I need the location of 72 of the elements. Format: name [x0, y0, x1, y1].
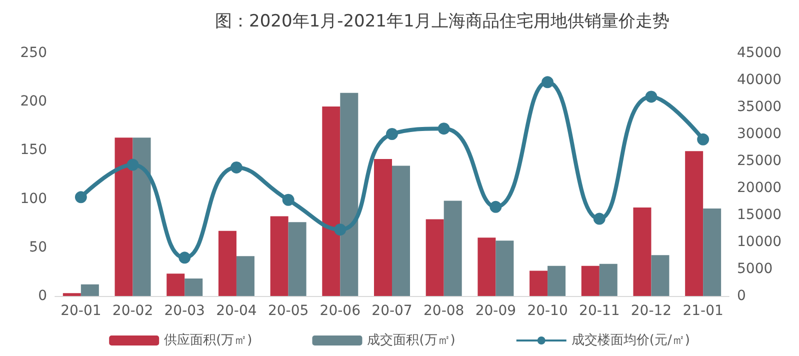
- y2-tick-label: 15000: [737, 207, 782, 223]
- bar: [599, 264, 618, 296]
- bar: [62, 293, 81, 296]
- bar: [132, 138, 151, 296]
- y2-tick-label: 45000: [737, 45, 782, 61]
- legend-label: 成交楼面均价(元/㎡): [571, 332, 690, 348]
- x-tick-label: 20-03: [164, 303, 205, 319]
- point: [126, 158, 139, 171]
- bar: [651, 255, 670, 296]
- point: [386, 128, 398, 140]
- point: [697, 133, 710, 146]
- point: [178, 252, 191, 264]
- y-tick-label: 250: [20, 45, 47, 61]
- x-tick-label: 20-06: [320, 303, 361, 319]
- bar: [80, 284, 99, 296]
- y2-tick-label: 20000: [737, 180, 782, 196]
- x-tick-label: 20-04: [216, 303, 257, 319]
- x-tick-label: 20-01: [60, 303, 102, 319]
- point: [334, 224, 346, 236]
- bar: [478, 238, 496, 296]
- point: [74, 191, 87, 204]
- y-tick-label: 0: [38, 288, 47, 304]
- bar: [270, 216, 288, 296]
- y2-tick-label: 40000: [737, 72, 782, 88]
- bar: [496, 240, 514, 296]
- x-tick-label: 20-08: [424, 303, 464, 319]
- bar: [236, 256, 254, 296]
- bar: [444, 200, 462, 296]
- y2-tick-label: 10000: [737, 234, 782, 250]
- bar: [114, 138, 133, 296]
- bar: [322, 106, 340, 296]
- legend-label: 供应面积(万㎡): [164, 332, 252, 348]
- y-tick-label: 200: [20, 94, 47, 110]
- bar: [392, 166, 410, 296]
- y-tick-label: 150: [20, 142, 47, 158]
- point: [438, 122, 450, 135]
- y2-tick-label: 25000: [737, 153, 782, 169]
- bar: [218, 230, 236, 296]
- y-tick-label: 100: [20, 190, 47, 207]
- y2-tick-label: 30000: [737, 126, 782, 142]
- y2-tick-label: 0: [737, 288, 746, 304]
- bar: [685, 151, 704, 296]
- point: [490, 200, 502, 213]
- point: [645, 90, 658, 103]
- x-tick-label: 20-10: [527, 303, 568, 319]
- x-tick-label: 20-11: [579, 303, 620, 319]
- bar: [703, 208, 722, 296]
- bar: [184, 278, 203, 296]
- point: [230, 161, 242, 174]
- x-tick-label: 20-09: [475, 303, 516, 319]
- point: [282, 194, 294, 206]
- x-tick-label: 20-05: [268, 303, 309, 319]
- point: [593, 212, 606, 225]
- bar: [288, 222, 306, 296]
- x-tick-label: 20-07: [372, 303, 412, 319]
- bar: [581, 266, 600, 296]
- point: [542, 76, 554, 88]
- x-tick-label: 21-01: [682, 303, 724, 319]
- bar: [633, 208, 652, 296]
- x-tick-label: 20-12: [630, 303, 672, 319]
- bar: [374, 158, 392, 296]
- x-tick-label: 20-02: [112, 303, 154, 319]
- bar: [340, 92, 358, 296]
- y2-tick-label: 5000: [737, 261, 773, 277]
- chart-title: 图：2020年1月-2021年1月上海商品住宅用地供销量价走势: [215, 12, 670, 32]
- legend-label: 成交面积(万㎡): [367, 332, 456, 348]
- bar: [426, 219, 444, 296]
- bar: [166, 274, 185, 296]
- bar: [548, 266, 566, 296]
- bar: [530, 270, 548, 296]
- y2-tick-label: 35000: [737, 99, 782, 115]
- y-tick-label: 50: [29, 239, 47, 256]
